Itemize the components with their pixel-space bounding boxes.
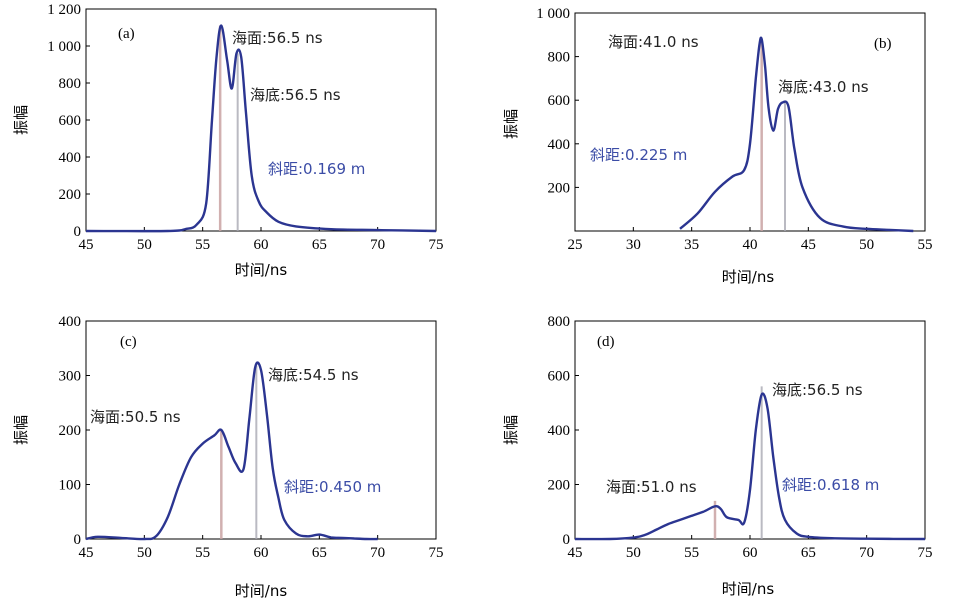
- panel-label: (a): [118, 26, 135, 42]
- slant-range-annotation: 斜距:0.169 m: [268, 160, 365, 178]
- x-tick-label: 70: [370, 545, 385, 561]
- x-tick-label: 50: [859, 237, 874, 253]
- x-tick-label: 70: [859, 545, 874, 561]
- axis-ticks: 45 50 55 60 65 70 75 0 200 400 600 800 1 000 1 200: [47, 2, 443, 253]
- panel-label: (d): [597, 334, 615, 350]
- y-tick-label: 300: [59, 369, 82, 385]
- y-axis-label: 振幅: [12, 105, 30, 135]
- x-tick-label: 50: [137, 237, 152, 253]
- x-tick-label: 40: [743, 237, 758, 253]
- peak-markers: [713, 386, 763, 539]
- sea-floor-annotation: 海底:56.5 ns: [250, 86, 341, 104]
- axis-ticks: 45 50 55 60 65 70 75 0 100 200 300 400: [59, 314, 444, 561]
- x-tick-label: 50: [626, 545, 641, 561]
- y-axis-label: 振幅: [502, 415, 520, 445]
- sea-surface-annotation: 海面:50.5 ns: [90, 408, 181, 426]
- x-tick-label: 25: [568, 237, 583, 253]
- y-tick-label: 800: [548, 50, 571, 66]
- x-tick-label: 45: [568, 545, 583, 561]
- x-axis-label: 时间/ns: [235, 261, 288, 279]
- y-tick-label: 400: [59, 150, 82, 166]
- y-tick-label: 200: [59, 423, 82, 439]
- peak-markers: [220, 365, 258, 539]
- y-tick-label: 400: [548, 423, 571, 439]
- x-tick-label: 65: [312, 545, 327, 561]
- slant-range-annotation: 斜距:0.450 m: [284, 478, 381, 496]
- peak-markers: [218, 25, 239, 231]
- y-tick-label: 100: [59, 478, 82, 494]
- sea-surface-annotation: 海面:51.0 ns: [606, 478, 697, 496]
- x-tick-label: 65: [312, 237, 327, 253]
- y-tick-label: 1 200: [47, 2, 81, 18]
- sea-surface-annotation: 海面:56.5 ns: [232, 29, 323, 47]
- y-tick-label: 800: [548, 314, 571, 330]
- y-tick-label: 0: [74, 224, 82, 240]
- plot-frame: [85, 320, 437, 540]
- x-tick-label: 45: [79, 545, 94, 561]
- x-tick-label: 60: [254, 545, 269, 561]
- x-axis-label: 时间/ns: [235, 582, 288, 600]
- axis-ticks: 45 50 55 60 65 70 75 0 200 400 600 800: [548, 314, 933, 561]
- y-tick-label: 0: [74, 532, 82, 548]
- x-tick-label: 45: [79, 237, 94, 253]
- y-tick-label: 200: [548, 478, 571, 494]
- panel-d: 45 50 55 60 65 70 75 0 200 400 600 800 (d) 海面:51.0 …: [502, 314, 933, 598]
- x-tick-label: 55: [195, 237, 210, 253]
- y-tick-label: 600: [548, 369, 571, 385]
- x-tick-label: 45: [801, 237, 816, 253]
- y-tick-label: 600: [548, 93, 571, 109]
- x-tick-label: 30: [626, 237, 641, 253]
- x-axis-label: 时间/ns: [722, 580, 775, 598]
- y-axis-label: 振幅: [502, 109, 520, 139]
- peak-markers: [760, 39, 786, 231]
- sea-floor-annotation: 海底:56.5 ns: [772, 381, 863, 399]
- x-axis-label: 时间/ns: [722, 268, 775, 286]
- waveform-line: [85, 24, 437, 233]
- panel-label: (b): [874, 36, 892, 52]
- y-axis-label: 振幅: [12, 415, 30, 445]
- y-tick-label: 600: [59, 113, 82, 129]
- x-tick-label: 70: [370, 237, 385, 253]
- sea-surface-annotation: 海面:41.0 ns: [608, 33, 699, 51]
- x-tick-label: 60: [743, 545, 758, 561]
- x-tick-label: 75: [429, 545, 444, 561]
- y-tick-label: 200: [548, 180, 571, 196]
- sea-floor-annotation: 海底:54.5 ns: [268, 366, 359, 384]
- panel-label: (c): [120, 334, 137, 350]
- panel-a: 45 50 55 60 65 70 75 0 200 400 600 800 1 000 1 200 (a…: [12, 2, 444, 279]
- waveform-line: [679, 36, 914, 233]
- slant-range-annotation: 斜距:0.618 m: [782, 476, 879, 494]
- y-tick-label: 400: [59, 314, 82, 330]
- x-tick-label: 75: [429, 237, 444, 253]
- x-tick-label: 55: [684, 545, 699, 561]
- y-tick-label: 200: [59, 187, 82, 203]
- y-tick-label: 800: [59, 76, 82, 92]
- x-tick-label: 55: [918, 237, 933, 253]
- y-tick-label: 1 000: [47, 39, 81, 55]
- y-tick-label: 0: [563, 532, 571, 548]
- sea-floor-annotation: 海底:43.0 ns: [778, 78, 869, 96]
- waveform-line: [574, 392, 926, 541]
- x-tick-label: 65: [801, 545, 816, 561]
- waveform-line: [85, 361, 378, 541]
- slant-range-annotation: 斜距:0.225 m: [590, 146, 687, 164]
- y-tick-label: 400: [548, 137, 571, 153]
- x-tick-label: 55: [195, 545, 210, 561]
- x-tick-label: 50: [137, 545, 152, 561]
- axis-ticks: 25 30 35 40 45 50 55 200 400 600 800 1 000: [536, 6, 932, 253]
- panel-b: 25 30 35 40 45 50 55 200 400 600 800 1 000 (b) 海面:4…: [502, 6, 933, 286]
- y-tick-label: 1 000: [536, 6, 570, 22]
- x-tick-label: 75: [918, 545, 933, 561]
- panel-c: 45 50 55 60 65 70 75 0 100 200 300 400 (c) 海面:50.5 …: [12, 314, 444, 600]
- plot-frame: [574, 320, 926, 540]
- x-tick-label: 35: [684, 237, 699, 253]
- x-tick-label: 60: [254, 237, 269, 253]
